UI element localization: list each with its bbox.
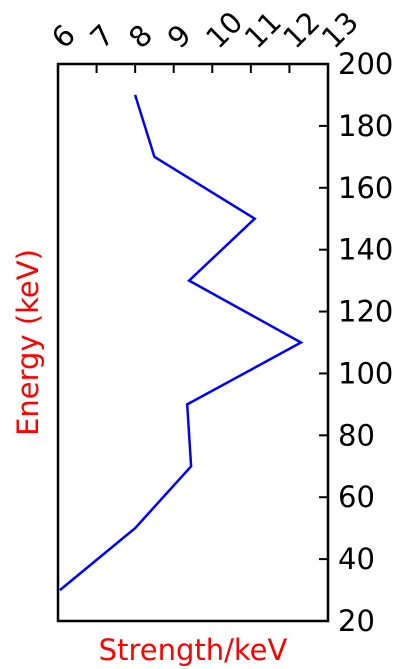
x-tick-label: 9: [161, 18, 198, 55]
y-tick-label: 140: [338, 233, 393, 267]
x-tick-label: 6: [45, 18, 82, 55]
y-tick-label: 20: [338, 604, 375, 638]
y-tick-label: 160: [338, 171, 393, 205]
y-tick-label: 80: [338, 418, 375, 452]
x-tick-label: 8: [122, 18, 159, 55]
plot-frame: [56, 62, 330, 623]
series-line: [59, 94, 304, 592]
x-axis-title: Strength/keV: [99, 633, 288, 667]
y-tick-label: 180: [338, 109, 393, 143]
tick-marks: [57, 63, 329, 622]
y-tick-labels: 20 40 60 80 100 120 140 160 180 200: [338, 47, 393, 638]
x-tick-label: 7: [83, 18, 120, 55]
y-tick-label: 120: [338, 295, 393, 329]
y-tick-label: 40: [338, 542, 375, 576]
y-axis-title: Energy (keV): [11, 249, 45, 436]
y-tick-label: 200: [338, 47, 393, 81]
y-tick-label: 60: [338, 480, 375, 514]
y-tick-label: 100: [338, 356, 393, 390]
